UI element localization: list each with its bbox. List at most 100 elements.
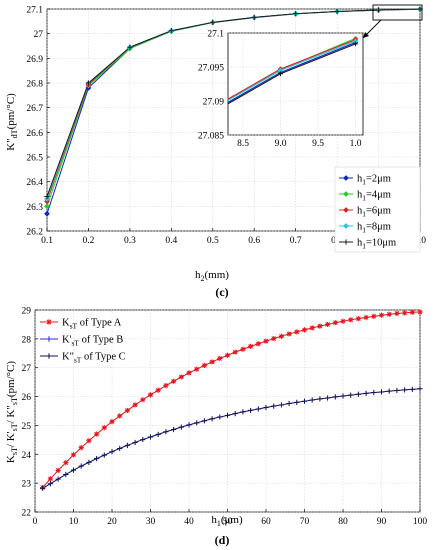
chart-c-inset-y-tick-label: 27.1 (207, 30, 224, 40)
chart-d-point-c (78, 463, 84, 469)
chart-d-point-c (94, 456, 100, 462)
chart-d-point-a (409, 309, 415, 315)
chart-d-y-tick-label: 23 (22, 480, 32, 490)
chart-c-x-tick-label: 0.3 (124, 236, 136, 246)
chart-d-legend-marker (46, 336, 52, 342)
chart-d-point-c (255, 406, 261, 412)
chart-c-inset-series (227, 35, 359, 105)
chart-d-x-tick-label: 60 (261, 517, 271, 527)
chart-d-legend-marker (46, 353, 52, 359)
chart-c-y-tick-label: 27.1 (26, 6, 43, 16)
chart-d-point-c (402, 387, 408, 393)
chart-c-point (334, 8, 340, 15)
chart-d-point-a (309, 325, 315, 331)
chart-d-point-c (178, 424, 184, 430)
chart-d-point-a (232, 349, 238, 355)
chart-c-legend-marker (343, 207, 349, 213)
chart-d-point-c (294, 399, 300, 405)
chart-d-x-ticks: 0 10 20 30 40 50 60 70 80 90 100 (33, 509, 427, 527)
chart-c-zoom-arrowhead (363, 32, 369, 38)
chart-d-point-a (140, 397, 146, 403)
chart-c-point (251, 14, 257, 20)
chart-d-x-tick-label: 20 (107, 517, 117, 527)
chart-c-inset-point (353, 41, 358, 47)
chart-d-x-tick-label: 70 (300, 517, 310, 527)
chart-d-point-c (301, 398, 308, 404)
chart-c-inset-y-tick-label: 27.09 (203, 98, 225, 108)
chart-d-point-c (240, 409, 246, 415)
chart-d-point-a (355, 316, 361, 322)
chart-d-point-a (294, 329, 300, 335)
chart-d-y-tick-label: 26 (22, 393, 32, 403)
chart-d-x-tick-label: 90 (377, 517, 387, 527)
chart-d-x-tick-label: 10 (69, 517, 79, 527)
chart-c-inset: 8.5 9.0 9.5 1.0 27.085 27.09 27.095 27.1 (198, 30, 364, 149)
chart-d-point-c (40, 485, 46, 491)
chart-c-inset-x-tick-label: 9.0 (275, 139, 287, 149)
chart-c-y-tick-label: 26.6 (26, 129, 43, 139)
chart-c-inset-x-tick-label: 8.5 (237, 139, 249, 149)
chart-d-point-a (417, 309, 423, 315)
chart-d-point-a (78, 445, 84, 451)
chart-d-point-a (363, 314, 369, 321)
chart-d-y-axis-label: KsT/ K'sT/ K"sT(pm/°C) (5, 361, 19, 463)
chart-c-point (210, 19, 216, 25)
chart-c-legend-label: h1=2μm (357, 174, 391, 187)
chart-d-point-a (155, 387, 161, 393)
chart-d-point-c (147, 434, 154, 440)
chart-d-point-a (278, 333, 284, 339)
chart-d-point-a (248, 343, 254, 349)
chart-d-point-c (263, 404, 269, 411)
chart-c-legend-marker (343, 191, 349, 197)
chart-d-point-c (86, 459, 92, 465)
chart-c-caption: (c) (215, 285, 228, 299)
chart-d-point-a (186, 370, 192, 376)
chart-d-point-c (378, 389, 385, 395)
chart-d-markers (40, 309, 423, 491)
chart-c-zoom-box (372, 4, 423, 21)
chart-d-point-a (132, 402, 138, 408)
chart-d-y-ticks: 22 23 24 25 26 27 28 29 (22, 307, 38, 519)
chart-c-legend-label: h1=4μm (357, 190, 391, 203)
chart-d-point-c (340, 393, 346, 399)
chart-d-point-a (55, 467, 61, 474)
chart-c-y-ticks: 26.2 26.3 26.4 26.5 26.6 26.7 26.8 26.9 27 27.1 (26, 6, 50, 238)
chart-d-y-tick-label: 22 (22, 509, 32, 519)
chart-d-point-c (201, 418, 207, 424)
chart-c-y-tick-label: 26.9 (26, 55, 43, 65)
chart-d-point-a (317, 323, 323, 329)
chart-c-point (85, 80, 92, 86)
chart-c-legend: h1=2μm h1=4μm h1=6μm h1=8μm h1=10μm (334, 166, 421, 253)
chart-d-y-tick-label: 24 (22, 451, 32, 461)
chart-d-caption: (d) (215, 533, 230, 547)
chart-d-y-tick-label: 25 (22, 422, 32, 432)
chart-d-point-c (217, 414, 223, 420)
chart-d-point-c (309, 397, 315, 403)
chart-d-point-a (147, 392, 154, 398)
chart-c-inset-y-tick-label: 27.095 (198, 64, 224, 74)
chart-d-point-a (217, 355, 223, 362)
chart-d-series-line-c (42, 388, 421, 489)
chart-c-inset-y-tick-label: 27.085 (198, 132, 224, 142)
chart-d-point-a (124, 407, 130, 414)
chart-d-x-axis-label: h1(μm) (211, 514, 243, 528)
chart-d-point-c (163, 429, 169, 435)
chart-d-point-a (86, 438, 92, 444)
chart-d-point-c (109, 449, 115, 455)
chart-d-point-a (263, 338, 269, 344)
chart-d-point-c (325, 395, 331, 401)
chart-d-point-c (286, 400, 292, 407)
chart-d-point-a (194, 366, 200, 372)
chart-d-point-c (194, 420, 200, 426)
chart-c-legend-label: h1=6μm (357, 206, 391, 219)
chart-d-point-a (163, 383, 169, 389)
chart-d-point-a (178, 374, 184, 380)
chart-c-x-tick-label: 0.6 (248, 236, 260, 246)
chart-c-x-tick-label: 0.5 (207, 236, 219, 246)
chart-d-point-c (209, 416, 215, 422)
chart-d-point-a (348, 317, 354, 323)
chart-c-legend-marker (343, 239, 349, 245)
chart-c-legend-label: h1=8μm (357, 222, 391, 235)
chart-d-point-a (240, 346, 246, 352)
chart-d-legend-label: KsT of Type A (62, 318, 122, 331)
